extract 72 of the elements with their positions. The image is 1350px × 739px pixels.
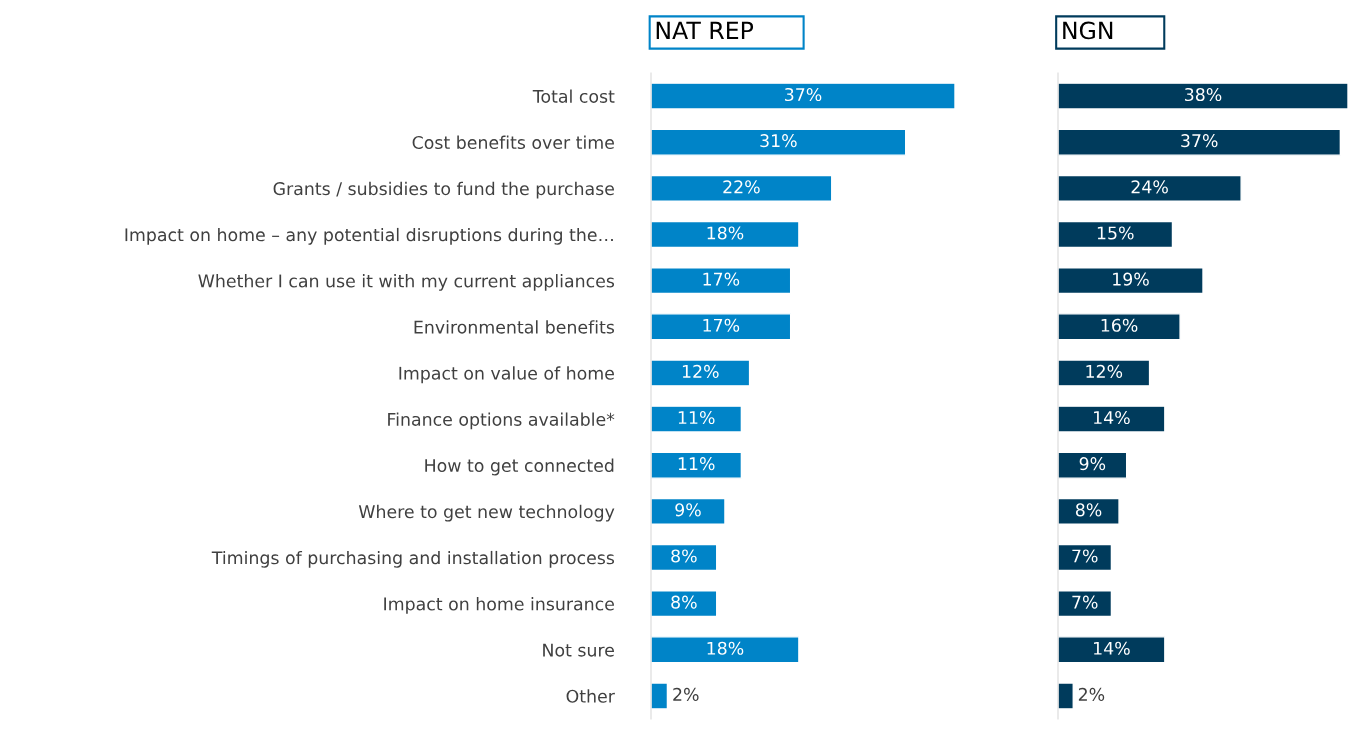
bar	[1058, 543, 1113, 572]
y-tick-label: Timings of purchasing and installation process	[211, 550, 615, 568]
chart-title: NGN	[1063, 21, 1113, 40]
bar	[1058, 267, 1204, 295]
data-label: 15%	[1097, 226, 1134, 240]
data-label: 14%	[1094, 641, 1130, 655]
bar	[651, 451, 743, 479]
y-tick-label: Impact on value of home	[399, 366, 614, 384]
bar	[651, 313, 792, 341]
bar	[651, 497, 726, 525]
bar	[1058, 359, 1151, 387]
y-tick-label: Whether I can use it with my current appliances	[198, 274, 615, 291]
y-tick-label: How to get connected	[425, 458, 614, 476]
y-tick-label: Where to get new technology	[358, 504, 615, 522]
data-label: 37%	[785, 87, 822, 102]
y-tick-label: Impact on home insurance	[384, 597, 614, 614]
bar	[1058, 636, 1166, 664]
data-label: 16%	[1101, 318, 1138, 332]
bar	[1058, 128, 1342, 156]
bar	[1058, 220, 1174, 249]
bar	[1058, 405, 1166, 433]
bar	[651, 82, 956, 110]
y-tick-label: Not sure	[543, 643, 614, 657]
bar	[1058, 174, 1242, 202]
bar	[651, 543, 718, 572]
data-label: 18%	[707, 226, 744, 240]
bar	[651, 636, 800, 664]
data-label: 11%	[678, 410, 715, 425]
data-label: 14%	[1094, 410, 1130, 425]
bar	[1058, 451, 1128, 479]
data-label: 12%	[1086, 364, 1123, 378]
data-label: 22%	[723, 180, 760, 194]
data-label: 8%	[671, 549, 697, 563]
data-label: 7%	[1072, 549, 1098, 563]
bar	[1058, 590, 1113, 618]
y-tick-label: Grants / subsidies to fund the purchase	[273, 181, 614, 199]
data-label: 19%	[1113, 272, 1149, 286]
bar	[1058, 682, 1074, 710]
data-label: 31%	[760, 134, 797, 148]
data-label: 17%	[703, 272, 740, 286]
data-label: 38%	[1185, 87, 1222, 102]
data-label: 8%	[671, 595, 697, 609]
y-tick-label: Cost benefits over time	[412, 135, 614, 150]
data-label: 8%	[1075, 503, 1102, 517]
bar	[651, 682, 669, 710]
y-tick-label: Environmental benefits	[414, 320, 615, 334]
bar	[651, 267, 792, 295]
chart-title: NAT REP	[656, 21, 754, 40]
bar	[651, 174, 833, 202]
y-tick-label: Other	[566, 689, 615, 703]
data-label: 9%	[675, 503, 701, 517]
bar	[651, 220, 800, 249]
y-tick-label: Finance options available*	[388, 412, 615, 430]
data-label: 17%	[703, 318, 740, 332]
y-tick-label: Total cost	[532, 89, 615, 103]
bar	[1058, 82, 1348, 110]
data-label: 7%	[1072, 595, 1098, 609]
bar	[651, 590, 718, 618]
bar	[651, 359, 751, 387]
data-label: 2%	[1078, 687, 1105, 701]
data-label: 18%	[707, 641, 744, 655]
data-label: 37%	[1181, 134, 1218, 148]
data-label: 9%	[1079, 457, 1106, 471]
bar	[651, 405, 743, 433]
bar	[1058, 313, 1181, 341]
y-tick-label: Impact on home – any potential disruptions during the…	[125, 227, 613, 245]
bar	[651, 128, 907, 156]
data-label: 12%	[682, 364, 719, 378]
bar	[1058, 497, 1120, 525]
data-label: 24%	[1131, 180, 1168, 194]
data-label: 2%	[673, 687, 699, 701]
data-label: 11%	[678, 457, 715, 471]
